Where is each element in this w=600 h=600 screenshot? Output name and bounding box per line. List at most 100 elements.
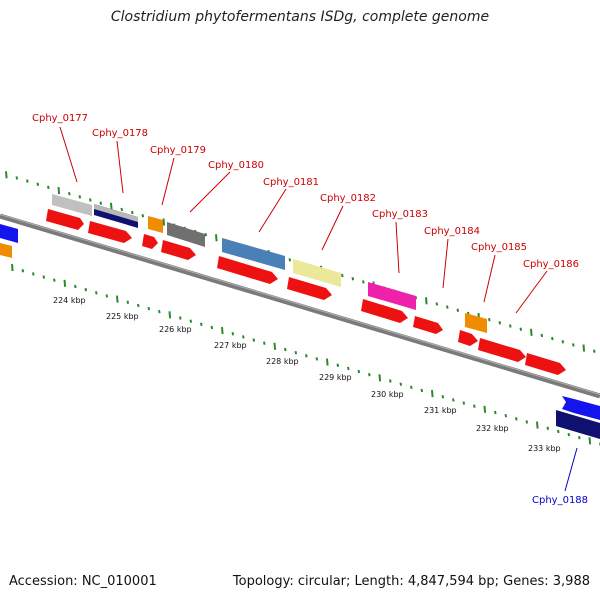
- map-title: Clostridium phytofermentans ISDg, comple…: [110, 9, 490, 25]
- tick-mark: [351, 277, 355, 281]
- feature-block-cphy0177[interactable]: [52, 194, 92, 216]
- tick-mark: [215, 234, 218, 242]
- kbp-label: 228 kbp: [266, 357, 299, 366]
- tick-mark: [78, 195, 82, 199]
- cds-ring: [46, 209, 566, 375]
- feature-block-cphy0180[interactable]: [167, 222, 205, 247]
- gene-label[interactable]: Cphy_0179: [150, 145, 206, 156]
- tick-mark: [57, 186, 61, 195]
- tick-mark: [488, 318, 491, 322]
- tick-mark: [572, 343, 575, 347]
- genome-backbone: [0, 213, 600, 399]
- tick-mark: [410, 385, 413, 389]
- tick-mark: [63, 279, 67, 287]
- kbp-label: 227 kbp: [214, 341, 247, 350]
- kbp-label: 229 kbp: [319, 373, 352, 382]
- tick-mark: [263, 341, 266, 345]
- cds-arrow[interactable]: [142, 234, 158, 249]
- tick-mark: [441, 395, 445, 399]
- tick-mark: [588, 437, 592, 445]
- tick-mark: [179, 316, 182, 320]
- tick-mark: [336, 363, 340, 367]
- tick-mark: [593, 349, 596, 353]
- tick-mark: [431, 390, 434, 398]
- cds-arrow[interactable]: [413, 316, 443, 334]
- tick-mark: [126, 300, 130, 304]
- gene-label[interactable]: Cphy_0183: [372, 209, 428, 220]
- kbp-label: 226 kbp: [159, 325, 192, 334]
- tick-mark: [452, 398, 455, 402]
- tick-mark: [425, 297, 428, 305]
- cds-arrow[interactable]: [217, 256, 278, 284]
- gene-label[interactable]: Cphy_0186: [523, 259, 579, 270]
- gene-label[interactable]: Cphy_0182: [320, 193, 376, 204]
- gene-label[interactable]: Cphy_0185: [471, 242, 527, 253]
- gene-label[interactable]: Cphy_0181: [263, 177, 319, 188]
- tick-mark: [284, 347, 287, 352]
- feature-block-cphy0183[interactable]: [368, 282, 416, 310]
- tick-mark: [504, 413, 508, 418]
- cds-arrow[interactable]: [361, 299, 408, 323]
- cds-arrow[interactable]: [161, 240, 196, 260]
- tick-mark: [231, 332, 235, 336]
- cds-arrow[interactable]: [46, 209, 84, 230]
- tick-mark: [131, 210, 134, 215]
- tick-mark: [509, 324, 512, 328]
- tick-mark: [116, 295, 119, 303]
- gene-labels: Cphy_0177 Cphy_0178 Cphy_0179 Cphy_0180 …: [32, 113, 588, 506]
- feature-ring: [0, 194, 600, 439]
- tick-mark: [95, 291, 98, 295]
- tick-mark: [26, 179, 29, 183]
- tick-mark: [362, 280, 365, 284]
- gene-label[interactable]: Cphy_0180: [208, 160, 264, 171]
- kbp-label: 230 kbp: [371, 390, 404, 399]
- tick-mark: [578, 436, 581, 440]
- feature-block-cphy0182[interactable]: [293, 259, 341, 287]
- kbp-labels: 224 kbp 225 kbp 226 kbp 227 kbp 228 kbp …: [53, 296, 561, 453]
- tick-mark: [567, 432, 571, 437]
- tick-mark: [221, 327, 224, 335]
- tick-mark: [530, 328, 533, 336]
- gene-label[interactable]: Cphy_0178: [92, 128, 148, 139]
- gene-label[interactable]: Cphy_0177: [32, 113, 88, 124]
- tick-mark: [305, 354, 308, 358]
- kbp-label: 233 kbp: [528, 444, 561, 453]
- tick-mark: [420, 388, 424, 393]
- gene-label[interactable]: Cphy_0188: [532, 495, 588, 506]
- tick-mark: [462, 401, 466, 405]
- tick-mark: [540, 333, 544, 338]
- feature-block-cphy0179[interactable]: [148, 216, 163, 233]
- cds-arrow[interactable]: [88, 221, 132, 243]
- tick-mark: [141, 214, 145, 218]
- kbp-label: 224 kbp: [53, 296, 86, 305]
- tick-mark: [326, 358, 329, 366]
- tick-mark: [252, 338, 256, 342]
- tick-mark: [110, 202, 113, 210]
- tick-mark: [515, 417, 518, 421]
- tick-mark: [435, 302, 439, 306]
- cds-arrow[interactable]: [478, 338, 526, 362]
- feature-block-cphy0185[interactable]: [465, 313, 487, 333]
- kbp-label: 232 kbp: [476, 424, 509, 433]
- tick-mark: [84, 287, 88, 292]
- tick-mark: [89, 198, 92, 202]
- tick-mark: [525, 420, 529, 424]
- tick-mark: [483, 405, 487, 413]
- tick-mark: [315, 357, 319, 361]
- tick-mark: [120, 207, 124, 212]
- cds-arrow[interactable]: [287, 277, 332, 300]
- tick-mark: [147, 306, 151, 311]
- feature-block-blue-left[interactable]: [0, 224, 18, 243]
- cds-arrow[interactable]: [525, 353, 566, 375]
- feature-block-orange-left[interactable]: [0, 243, 12, 258]
- feature-block-blue-right[interactable]: [562, 396, 600, 420]
- cds-arrow[interactable]: [458, 330, 478, 346]
- tick-mark: [200, 322, 203, 326]
- gene-label[interactable]: Cphy_0184: [424, 226, 480, 237]
- tick-mark: [446, 305, 449, 309]
- label-leaders: [59, 126, 578, 492]
- tick-mark: [551, 336, 554, 341]
- feature-block-navy-right[interactable]: [556, 410, 600, 439]
- genome-summary-text: Topology: circular; Length: 4,847,594 bp…: [232, 574, 590, 589]
- feature-block-cphy0181[interactable]: [222, 238, 285, 270]
